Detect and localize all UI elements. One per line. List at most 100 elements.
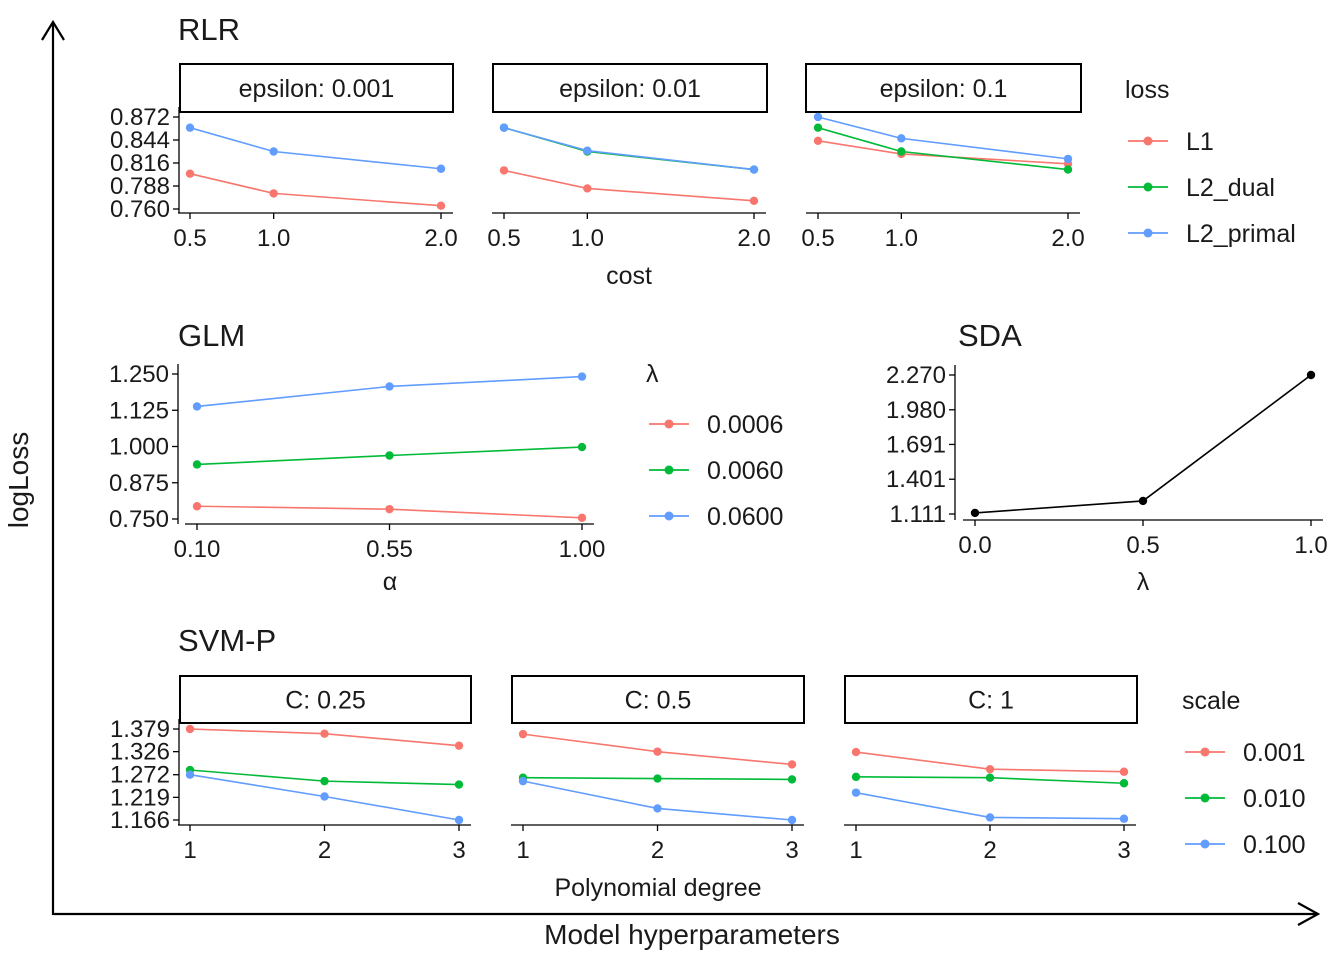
- svmp-facet-1-data-point: [454, 741, 464, 750]
- rlr-legend-label: L1: [1186, 128, 1214, 156]
- svmp-facet-strip: [511, 675, 805, 724]
- rlr-facet-1-y-tick-label: 0.816: [110, 150, 170, 177]
- rlr-facet-1-y-tick-label: 0.788: [110, 173, 170, 200]
- sda-x-tick-label: 1.0: [1294, 532, 1327, 559]
- rlr-title: RLR: [178, 12, 240, 47]
- svmp-facet-1-x-tick-label: 2: [318, 837, 331, 864]
- rlr-facet-1-y-tick-label: 0.844: [110, 127, 170, 154]
- svmp-facet-strip: [844, 675, 1138, 724]
- rlr-facet-strip-label: epsilon: 0.1: [880, 75, 1008, 103]
- glm-legend-label: 0.0600: [707, 503, 783, 531]
- svmp-facet-1-data-point: [320, 729, 329, 738]
- svmp-facet-1-y-tick-label: 1.379: [110, 716, 170, 743]
- rlr-legend-key-point: [1143, 136, 1153, 146]
- glm-data-point: [385, 451, 394, 460]
- rlr-legend-label: L2_dual: [1186, 174, 1275, 202]
- svmp-facet-2-data-point: [787, 775, 797, 784]
- svmp-facet-2-data-point: [518, 729, 528, 739]
- svmp-facet-3-data-point: [851, 772, 861, 782]
- sda-title: SDA: [958, 318, 1022, 353]
- rlr-facet-2-x-tick-label: 1.0: [571, 225, 604, 252]
- rlr-facet-3-x-tick-label: 0.5: [801, 225, 834, 252]
- glm-y-tick-label: 1.250: [109, 361, 169, 388]
- svmp-facet-strip-label: C: 0.5: [625, 687, 692, 715]
- rlr-facet-strip-label: epsilon: 0.01: [559, 75, 701, 103]
- svmp-facet-2-x-tick-label: 3: [785, 837, 798, 864]
- rlr-facet-1-data-point: [436, 201, 446, 210]
- rlr-facet-1-data-point: [269, 147, 278, 156]
- svmp-legend-label: 0.001: [1243, 739, 1306, 767]
- svmp-facet-3-data-point: [985, 773, 995, 782]
- rlr-facet-3-x-tick-label: 2.0: [1051, 225, 1084, 252]
- sda-data-point: [1306, 370, 1316, 380]
- figure-xlabel: Model hyperparameters: [544, 919, 840, 950]
- svmp-facet-3-x-tick-label: 1: [849, 837, 862, 864]
- svmp-facet-2-data-point: [653, 804, 662, 813]
- glm-y-tick-label: 1.000: [109, 434, 169, 461]
- glm-xlabel: α: [383, 568, 397, 596]
- sda-y-tick-label: 1.980: [886, 397, 946, 424]
- rlr-facet-3-data-point: [813, 112, 823, 122]
- rlr-legend-label: L2_primal: [1186, 220, 1296, 248]
- svmp-facet-2-x-tick-label: 1: [516, 837, 529, 864]
- svmp-legend-label: 0.010: [1243, 785, 1306, 813]
- rlr-facet-2-data-point: [749, 165, 759, 174]
- sda-y-tick-label: 1.111: [890, 501, 947, 528]
- svmp-facet-1-y-tick-label: 1.326: [110, 739, 170, 766]
- rlr-facet-1-y-tick-label: 0.872: [110, 104, 170, 131]
- svmp-facet-1-y-tick-label: 1.272: [110, 762, 170, 789]
- glm-legend-key-point: [664, 465, 674, 475]
- glm-legend-key-point: [664, 419, 674, 429]
- sda-y-tick-label: 2.270: [886, 362, 946, 389]
- glm-y-tick-label: 0.750: [109, 506, 169, 533]
- sda-x-tick-label: 0.0: [958, 532, 991, 559]
- svmp-facet-2-data-point: [787, 760, 797, 769]
- svmp-legend-key-point: [1200, 747, 1210, 757]
- rlr-facet-strip-label: epsilon: 0.001: [239, 75, 395, 103]
- outer-axes: logLoss Model hyperparameters: [3, 19, 1321, 950]
- glm-x-tick-label: 0.10: [174, 536, 221, 563]
- svmp-facet-1-x-tick-label: 1: [183, 837, 196, 864]
- sda-data-point: [1138, 496, 1148, 506]
- svmp-facet-2-data-point: [518, 776, 528, 786]
- rlr-facet-2-x-tick-label: 0.5: [487, 225, 520, 252]
- glm-data-point: [192, 402, 202, 411]
- glm-legend-title: λ: [646, 360, 659, 388]
- rlr-facet-1-series-line: [189, 172, 442, 207]
- glm-title: GLM: [178, 318, 245, 353]
- svmp-facet-2-data-point: [653, 774, 662, 783]
- rlr-facet-2-data-point: [583, 146, 592, 155]
- rlr-legend-title: loss: [1125, 76, 1169, 104]
- rlr-facet-1-x-tick-label: 2.0: [424, 225, 457, 252]
- rlr-facet-3-data-point: [1063, 154, 1073, 164]
- rlr-facet-1-data-point: [269, 189, 278, 198]
- rlr-facet-2-data-point: [749, 196, 759, 205]
- svmp-xlabel: Polynomial degree: [554, 874, 761, 902]
- svmp-facet-1-data-point: [320, 792, 329, 801]
- svmp-facet-1-y-tick-label: 1.166: [110, 807, 170, 834]
- glm-x-tick-label: 1.00: [559, 536, 606, 563]
- glm-data-point: [385, 504, 394, 514]
- rlr-facet-3-x-tick-label: 1.0: [885, 225, 918, 252]
- svmp-facet-3-data-point: [1119, 767, 1129, 776]
- svmp-facet-3-data-point: [985, 764, 995, 774]
- rlr-facet-3-data-point: [813, 136, 823, 146]
- rlr-facet-3-data-point: [897, 134, 906, 143]
- svmp-facet-2-data-point: [787, 815, 797, 825]
- rlr-facet-3-data-point: [1063, 165, 1073, 174]
- svmp-facet-1-data-point: [320, 776, 329, 786]
- figure-ylabel: logLoss: [3, 432, 34, 529]
- rlr-facet-3-data-point: [813, 123, 823, 132]
- svmp-legend-key-point: [1200, 839, 1210, 849]
- rlr-facet-1-x-tick-label: 1.0: [257, 225, 290, 252]
- glm-y-tick-label: 1.125: [109, 397, 169, 424]
- svmp-title: SVM-P: [178, 623, 276, 658]
- rlr-facet-1-data-point: [185, 169, 195, 178]
- svmp-facet-strip-label: C: 1: [968, 687, 1014, 715]
- rlr-facet-3-data-point: [897, 147, 906, 156]
- sda-x-tick-label: 0.5: [1126, 532, 1159, 559]
- rlr-legend-key-point: [1143, 182, 1153, 192]
- glm-data-point: [577, 372, 587, 381]
- svmp-facet-2-series-line: [522, 780, 793, 821]
